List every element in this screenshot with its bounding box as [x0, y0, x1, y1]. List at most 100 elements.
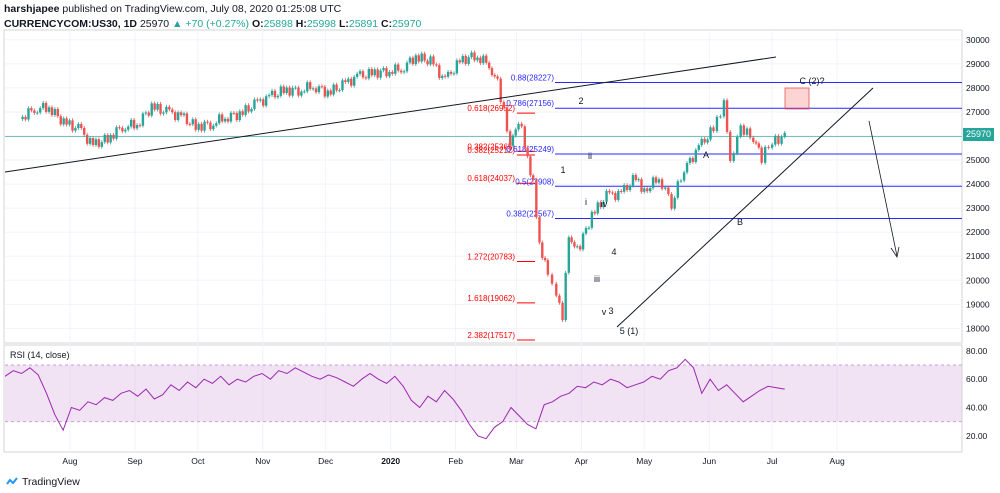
rsi-tick-label: 60.00 — [966, 374, 988, 384]
candle-body — [206, 121, 209, 123]
candle-body — [538, 217, 541, 243]
time-tick-label: Feb — [448, 456, 463, 466]
candle-body — [757, 143, 761, 148]
candle-body — [496, 76, 499, 79]
candle-body — [643, 188, 646, 192]
candle-body — [256, 99, 259, 101]
candle-body — [27, 108, 30, 120]
candle-body — [306, 82, 309, 92]
candle-body — [541, 242, 544, 258]
candle-body — [103, 134, 106, 143]
time-tick-label: Nov — [255, 456, 271, 466]
candle-body — [464, 55, 467, 64]
wave-label: A — [703, 150, 709, 160]
time-tick-label: Aug — [830, 456, 845, 466]
candle-body — [156, 103, 159, 110]
candle-body — [250, 109, 253, 112]
candle-body — [53, 109, 57, 116]
candle-body — [358, 71, 362, 74]
candle-body — [24, 116, 27, 120]
candle-body — [564, 272, 567, 321]
fib-label: 0.88(28227) — [511, 73, 554, 82]
time-tick-label: 2020 — [381, 456, 400, 466]
candle-body — [654, 177, 658, 183]
candle-body — [581, 233, 585, 250]
high-value: 25998 — [306, 18, 337, 30]
rsi-pane[interactable] — [3, 344, 963, 453]
candle-body — [596, 202, 599, 214]
candle-body — [238, 111, 241, 121]
candle-body — [77, 123, 80, 129]
candle-body — [39, 108, 42, 113]
candle-body — [637, 179, 640, 181]
wave-label: v — [602, 307, 607, 317]
price-tick-label: 23000 — [966, 203, 990, 213]
candle-body — [535, 179, 538, 218]
candle-body — [168, 106, 171, 110]
candle-body — [531, 175, 535, 180]
candle-body — [646, 188, 649, 192]
candle-body — [505, 107, 509, 132]
candle-body — [320, 86, 324, 88]
candle-body — [144, 112, 148, 114]
candle-body — [135, 125, 139, 129]
candle-body — [262, 99, 265, 106]
candle-body — [673, 197, 676, 209]
rsi-tick-label: 40.00 — [966, 403, 988, 413]
brand-name[interactable]: TradingView — [22, 476, 80, 488]
candle-body — [625, 185, 629, 191]
candle-body — [631, 174, 635, 186]
candle-body — [520, 123, 523, 127]
candle-body — [44, 102, 48, 112]
candle-body — [608, 190, 611, 193]
candle-body — [722, 100, 726, 117]
price-tick-label: 27000 — [966, 107, 990, 117]
candle-body — [332, 84, 335, 95]
candle-body — [614, 193, 617, 200]
candle-body — [47, 107, 51, 112]
candle-body — [446, 71, 450, 77]
candle-body — [590, 211, 594, 228]
candle-body — [736, 136, 739, 154]
candle-body — [388, 71, 391, 77]
candle-body — [300, 91, 303, 96]
candle-body — [441, 75, 444, 78]
time-tick-label: Jul — [767, 456, 778, 466]
candle-body — [664, 187, 667, 189]
price-tick-label: 18000 — [966, 323, 990, 333]
price-tick-label: 21000 — [966, 251, 990, 261]
candle-body — [679, 180, 683, 182]
candle-body — [783, 132, 786, 137]
candle-body — [335, 84, 338, 91]
candle-body — [308, 82, 312, 89]
candle-body — [742, 125, 746, 135]
wave-label: C (2)? — [799, 76, 824, 86]
footer: TradingView — [6, 476, 80, 488]
candle-body — [700, 138, 703, 146]
candle-body — [561, 302, 564, 321]
candle-body — [712, 127, 715, 132]
candle-body — [599, 202, 602, 208]
candle-body — [124, 129, 127, 132]
candle-body — [71, 120, 74, 131]
candle-body — [423, 53, 426, 61]
candle-body — [455, 60, 459, 74]
candle-body — [350, 78, 353, 86]
candle-body — [767, 146, 770, 148]
candle-body — [587, 227, 591, 229]
price-tick-label: 25000 — [966, 155, 990, 165]
open-label: O: — [251, 18, 264, 30]
candle-body — [244, 105, 247, 115]
candle-body — [476, 57, 479, 61]
author[interactable]: harshjapee — [4, 3, 60, 15]
candle-body — [719, 116, 722, 118]
candle-body — [763, 146, 767, 163]
candle-body — [479, 57, 482, 64]
close-label: C: — [381, 18, 393, 30]
candle-body — [273, 90, 277, 98]
symbol[interactable]: CURRENCYCOM:US30, 1D — [4, 18, 138, 30]
candle-body — [523, 126, 527, 148]
candle-body — [657, 179, 661, 183]
